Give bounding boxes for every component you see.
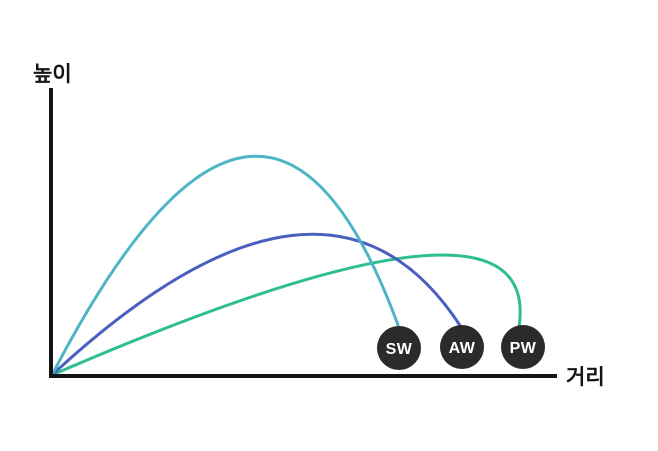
trajectory-curve-aw bbox=[50, 232, 463, 377]
marker-pw-circle bbox=[501, 325, 545, 369]
marker-pw: PW bbox=[501, 325, 545, 369]
trajectory-curve-sw bbox=[50, 154, 400, 377]
x-axis-label: 거리 bbox=[566, 366, 605, 389]
trajectory-curve-pw bbox=[50, 253, 522, 377]
marker-aw-label: AW bbox=[449, 340, 476, 357]
marker-aw-circle bbox=[440, 325, 484, 369]
y-axis-label: 높이 bbox=[33, 63, 72, 86]
marker-sw-label: SW bbox=[386, 341, 413, 358]
marker-sw: SW bbox=[377, 326, 421, 370]
marker-aw: AW bbox=[440, 325, 484, 369]
marker-sw-circle bbox=[377, 326, 421, 370]
marker-pw-label: PW bbox=[510, 340, 537, 357]
